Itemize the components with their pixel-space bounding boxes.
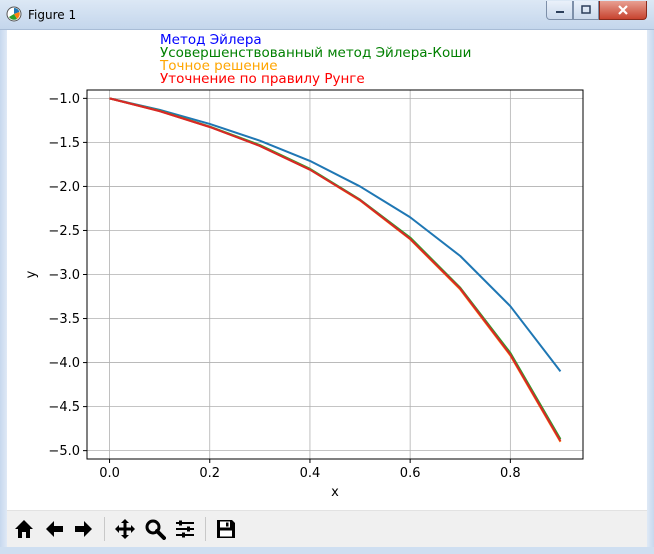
toolbar-separator xyxy=(205,517,206,541)
minimize-button[interactable] xyxy=(546,1,573,20)
x-tick-label: 0.2 xyxy=(199,466,220,481)
y-axis-label: y xyxy=(24,270,39,278)
window-frame-left xyxy=(0,30,7,554)
back-button[interactable] xyxy=(40,515,68,543)
grid xyxy=(87,90,583,459)
series-lines xyxy=(109,97,562,443)
window-frame-right xyxy=(647,30,654,554)
x-tick-label: 0.4 xyxy=(300,466,321,481)
x-tick-label: 0.6 xyxy=(400,466,421,481)
home-button[interactable] xyxy=(10,515,38,543)
close-button[interactable] xyxy=(599,1,647,20)
series-line-improved xyxy=(109,97,562,440)
configure-subplots-icon xyxy=(176,520,194,538)
back-icon xyxy=(46,521,63,537)
pan-button[interactable] xyxy=(111,515,139,543)
matplotlib-icon xyxy=(6,6,22,22)
legend-entry-runge: Уточнение по правилу Рунге xyxy=(160,71,365,87)
legend-entry-euler: Метод Эйлера xyxy=(160,32,262,48)
save-icon xyxy=(217,520,235,538)
forward-icon xyxy=(75,521,92,537)
y-tick-label: −2.5 xyxy=(48,224,80,239)
forward-button[interactable] xyxy=(70,515,98,543)
save-button[interactable] xyxy=(212,515,240,543)
configure-subplots-button[interactable] xyxy=(171,515,199,543)
figure-canvas[interactable]: 0.0 0.2 0.4 0.6 0.8 −1.0 −1.5 −2.0 −2.5 −3.0 −3.5 −… xyxy=(7,30,647,510)
home-icon xyxy=(15,520,33,538)
zoom-icon xyxy=(145,519,166,540)
y-tick-label: −4.0 xyxy=(48,356,80,371)
legend-entry-improved: Усовершенствованный метод Эйлера-Коши xyxy=(160,45,471,61)
maximize-icon xyxy=(581,5,591,14)
toolbar-separator xyxy=(104,517,105,541)
y-tick-label: −3.0 xyxy=(48,268,80,283)
axis-ticks: 0.0 0.2 0.4 0.6 0.8 −1.0 −1.5 −2.0 −2.5 −3.0 −3.5 −… xyxy=(48,92,520,481)
y-tick-label: −1.0 xyxy=(48,92,80,107)
x-axis-label: x xyxy=(331,485,339,500)
window-title: Figure 1 xyxy=(28,8,77,22)
navigation-toolbar xyxy=(7,510,647,547)
series-line-exact xyxy=(109,97,562,443)
window-frame-bottom xyxy=(0,547,654,554)
chart: 0.0 0.2 0.4 0.6 0.8 −1.0 −1.5 −2.0 −2.5 −3.0 −3.5 −… xyxy=(24,32,584,500)
y-tick-label: −3.5 xyxy=(48,312,80,327)
y-tick-label: −1.5 xyxy=(48,136,80,151)
y-tick-label: −4.5 xyxy=(48,400,80,415)
title-bar[interactable]: Figure 1 xyxy=(0,0,654,30)
series-line-runge xyxy=(109,97,562,442)
x-tick-label: 0.0 xyxy=(99,466,120,481)
series-line-euler xyxy=(109,97,562,372)
pan-icon xyxy=(115,519,135,539)
legend: Метод Эйлера Усовершенствованный метод Э… xyxy=(159,32,471,87)
minimize-icon xyxy=(555,11,564,13)
zoom-button[interactable] xyxy=(141,515,169,543)
maximize-button[interactable] xyxy=(573,1,599,20)
close-icon xyxy=(618,5,628,15)
y-tick-label: −2.0 xyxy=(48,180,80,195)
legend-entry-exact: Точное решение xyxy=(159,58,278,74)
y-tick-label: −5.0 xyxy=(48,444,80,459)
x-tick-label: 0.8 xyxy=(500,466,521,481)
